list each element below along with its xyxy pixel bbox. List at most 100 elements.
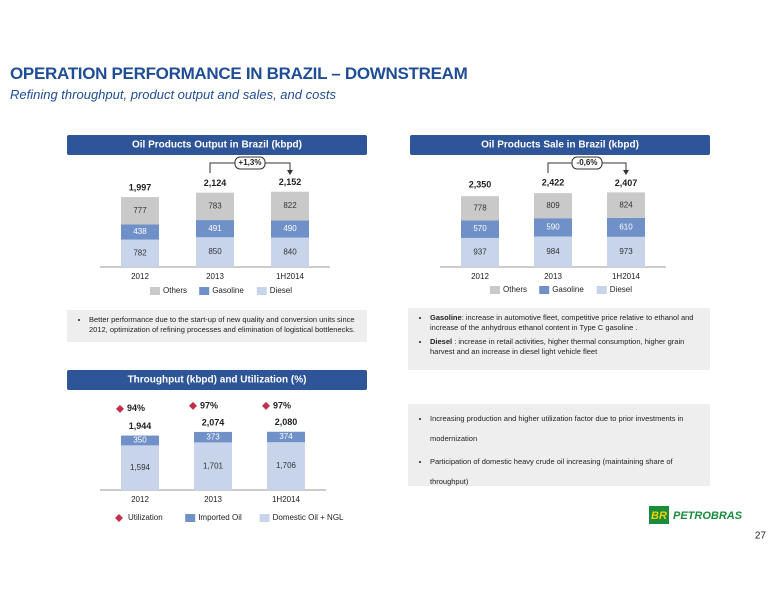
legend-label: Utilization [128,513,163,522]
chart-header [67,370,367,390]
total-label: 2,407 [615,178,638,188]
page-number: 27 [755,531,767,542]
total-label: 2,422 [542,177,565,187]
bar-segment [194,431,232,443]
note-box: Increasing production and higher utiliza… [408,404,710,486]
legend-swatch [596,286,607,294]
segment-label: 783 [208,201,222,210]
segment-label: 350 [133,436,147,445]
bar-segment [196,237,234,267]
legend-swatch [150,287,160,295]
utilization-marker [116,404,124,413]
growth-box [571,156,603,170]
segment-label: 1,594 [130,463,151,472]
bar-segment [607,217,645,237]
marker-label: 94% [127,403,145,413]
legend-label: Others [163,286,187,295]
legend-label: Domestic Oil + NGL [273,513,344,522]
legend-swatch [539,286,550,294]
bullet: Participation of domestic heavy crude oi… [430,452,702,491]
x-tick-label: 1H2014 [612,272,641,281]
segment-label: 984 [546,247,560,256]
segment-label: 1,706 [276,461,297,470]
note-box: Better performance due to the start-up o… [67,310,367,342]
bullet-text: Increasing production and higher utiliza… [430,414,684,443]
logo-icon [649,506,669,524]
legend-swatch [490,286,500,294]
chart-header [67,135,367,155]
slide-subtitle: Refining throughput, product output and … [10,87,336,102]
bar-segment [461,196,499,221]
segment-label: 1,701 [203,461,224,470]
note-box: Gasoline: increase in automotive fleet, … [408,308,710,370]
segment-label: 777 [133,206,147,215]
bar-segment [194,442,232,490]
bullet: Gasoline: increase in automotive fleet, … [430,313,702,333]
bar-segment [271,237,309,267]
bar-segment [196,192,234,221]
segment-label: 850 [208,247,222,256]
x-tick-label: 1H2014 [272,495,301,504]
chart-title: Oil Products Output in Brazil (kbpd) [132,140,302,151]
segment-label: 973 [619,247,633,256]
bar-segment [271,220,309,238]
slide-title: OPERATION PERFORMANCE IN BRAZIL – DOWNST… [10,64,468,83]
x-tick-label: 2013 [204,495,222,504]
utilization-marker [262,401,270,410]
bar-segment [607,236,645,267]
segment-label: 822 [283,201,297,210]
legend-swatch [199,287,210,295]
bar-segment [196,220,234,238]
bar-segment [121,224,159,240]
segment-label: 438 [133,227,147,236]
bar-segment [461,220,499,238]
utilization-marker [189,401,197,410]
total-label: 2,074 [202,417,225,427]
chart-header [410,135,710,155]
total-label: 2,080 [275,417,298,427]
growth-label: +1,3% [239,158,262,167]
total-label: 1,997 [129,182,152,192]
segment-label: 373 [206,432,220,441]
bullet: Diesel : increase in retail activities, … [430,337,702,357]
segment-label: 809 [546,201,560,210]
segment-label: 840 [283,247,297,256]
segment-label: 374 [279,432,293,441]
bar-segment [461,237,499,267]
marker-label: 97% [200,400,218,410]
bar-segment [534,218,572,237]
legend-swatch [256,287,267,295]
growth-arrow [287,170,293,175]
bar-segment [534,236,572,267]
chart-title: Oil Products Sale in Brazil (kbpd) [481,140,639,151]
legend-label: Others [503,285,527,294]
bar-segment [271,191,309,221]
total-label: 2,350 [469,180,492,190]
chart-title: Throughput (kbpd) and Utilization (%) [128,375,307,386]
segment-label: 610 [619,222,633,231]
bar-segment [121,445,159,490]
bar-segment [534,193,572,219]
marker-label: 97% [273,400,291,410]
legend-label: Gasoline [552,285,584,294]
segment-label: 590 [546,222,560,231]
logo-mark: BR [651,510,667,522]
segment-label: 824 [619,200,633,209]
x-tick-label: 1H2014 [276,272,305,281]
segment-label: 778 [473,203,487,212]
bar-segment [121,197,159,225]
growth-label: -0,6% [577,158,598,167]
x-tick-label: 2013 [206,272,224,281]
x-tick-label: 2012 [131,272,149,281]
segment-label: 937 [473,248,487,257]
bullet-bold: Diesel [430,337,453,347]
segment-label: 490 [283,224,297,233]
segment-label: 782 [133,248,147,257]
total-label: 2,124 [204,178,227,188]
legend-swatch [115,514,123,522]
bullet-text: Better performance due to the start-up o… [89,315,355,335]
growth-box [234,156,266,170]
x-tick-label: 2013 [544,272,562,281]
bullet: Increasing production and higher utiliza… [430,409,702,448]
